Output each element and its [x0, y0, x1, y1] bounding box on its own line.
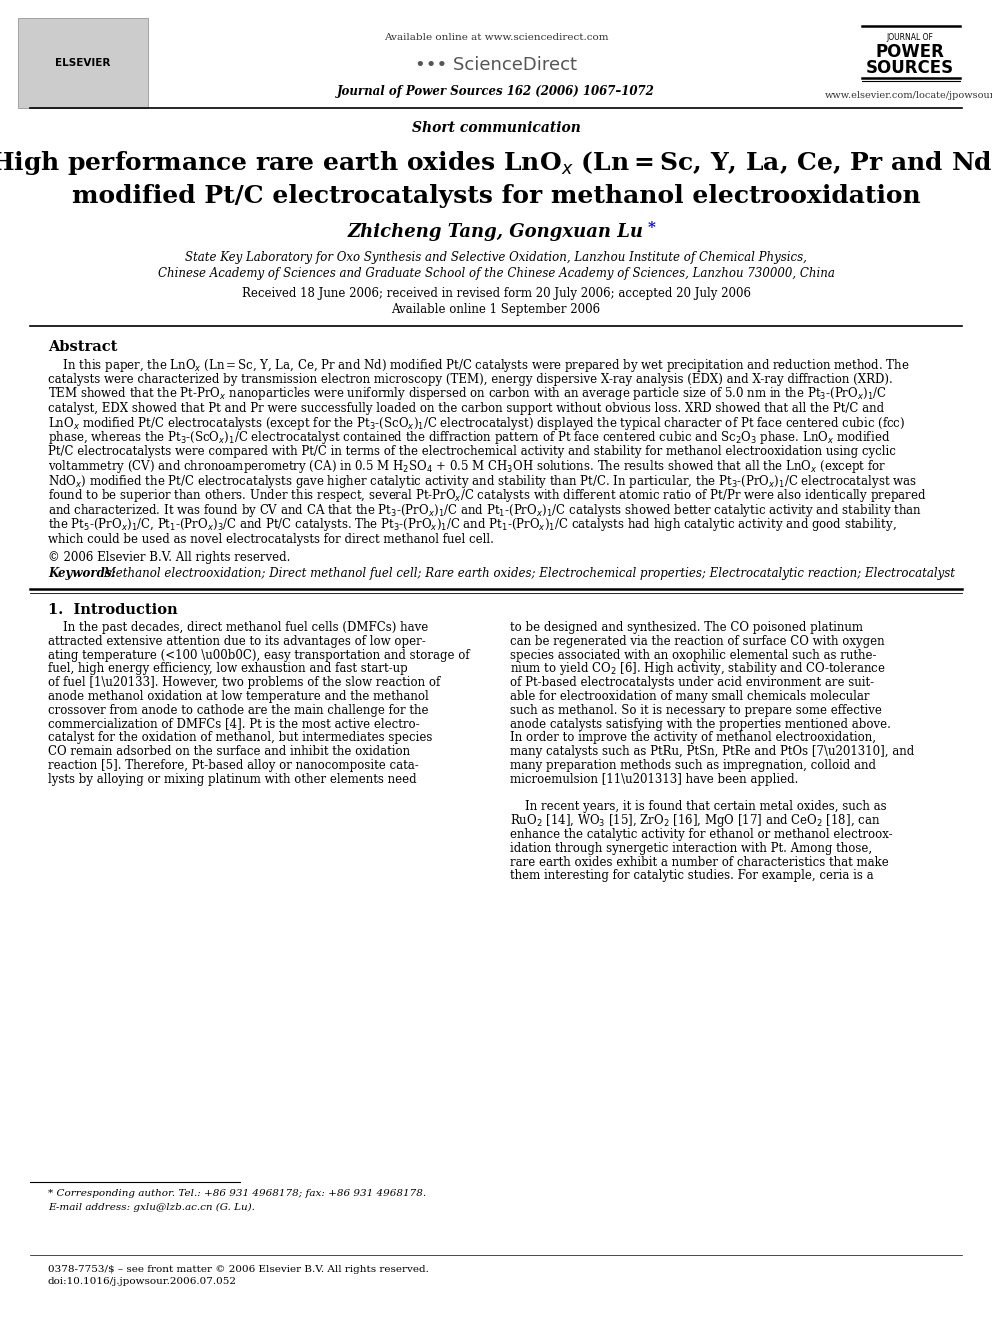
Text: * Corresponding author. Tel.: +86 931 4968178; fax: +86 931 4968178.: * Corresponding author. Tel.: +86 931 49…: [48, 1189, 427, 1199]
Text: In the past decades, direct methanol fuel cells (DMFCs) have: In the past decades, direct methanol fue…: [48, 620, 429, 634]
Text: microemulsion [11\u201313] have been applied.: microemulsion [11\u201313] have been app…: [510, 773, 799, 786]
Text: commercialization of DMFCs [4]. Pt is the most active electro-: commercialization of DMFCs [4]. Pt is th…: [48, 717, 420, 730]
Text: species associated with an oxophilic elemental such as ruthe-: species associated with an oxophilic ele…: [510, 648, 877, 662]
Text: Abstract: Abstract: [48, 340, 117, 355]
Text: In order to improve the activity of methanol electrooxidation,: In order to improve the activity of meth…: [510, 732, 876, 745]
Text: Available online 1 September 2006: Available online 1 September 2006: [392, 303, 600, 315]
Text: of Pt-based electrocatalysts under acid environment are suit-: of Pt-based electrocatalysts under acid …: [510, 676, 874, 689]
Text: of fuel [1\u20133]. However, two problems of the slow reaction of: of fuel [1\u20133]. However, two problem…: [48, 676, 440, 689]
Text: ••• ScienceDirect: ••• ScienceDirect: [415, 56, 577, 74]
Text: catalyst, EDX showed that Pt and Pr were successfully loaded on the carbon suppo: catalyst, EDX showed that Pt and Pr were…: [48, 402, 884, 415]
Text: Chinese Academy of Sciences and Graduate School of the Chinese Academy of Scienc: Chinese Academy of Sciences and Graduate…: [158, 266, 834, 279]
Text: In recent years, it is found that certain metal oxides, such as: In recent years, it is found that certai…: [510, 800, 887, 814]
Text: State Key Laboratory for Oxo Synthesis and Selective Oxidation, Lanzhou Institut: State Key Laboratory for Oxo Synthesis a…: [186, 251, 806, 265]
Text: voltammetry (CV) and chronoamperometry (CA) in 0.5 M H$_2$SO$_4$ + 0.5 M CH$_3$O: voltammetry (CV) and chronoamperometry (…: [48, 458, 886, 475]
Text: RuO$_2$ [14], WO$_3$ [15], ZrO$_2$ [16], MgO [17] and CeO$_2$ [18], can: RuO$_2$ [14], WO$_3$ [15], ZrO$_2$ [16],…: [510, 812, 880, 830]
Text: enhance the catalytic activity for ethanol or methanol electroox-: enhance the catalytic activity for ethan…: [510, 828, 893, 841]
Text: JOURNAL OF: JOURNAL OF: [887, 33, 933, 41]
Text: catalysts were characterized by transmission electron microscopy (TEM), energy d: catalysts were characterized by transmis…: [48, 373, 893, 386]
Text: SOURCES: SOURCES: [866, 60, 954, 77]
Text: such as methanol. So it is necessary to prepare some effective: such as methanol. So it is necessary to …: [510, 704, 882, 717]
Text: nium to yield CO$_2$ [6]. High activity, stability and CO-tolerance: nium to yield CO$_2$ [6]. High activity,…: [510, 660, 886, 677]
Text: CO remain adsorbed on the surface and inhibit the oxidation: CO remain adsorbed on the surface and in…: [48, 745, 410, 758]
Text: rare earth oxides exhibit a number of characteristics that make: rare earth oxides exhibit a number of ch…: [510, 856, 889, 869]
Text: catalyst for the oxidation of methanol, but intermediates species: catalyst for the oxidation of methanol, …: [48, 732, 433, 745]
Text: © 2006 Elsevier B.V. All rights reserved.: © 2006 Elsevier B.V. All rights reserved…: [48, 550, 291, 564]
Text: Journal of Power Sources 162 (2006) 1067–1072: Journal of Power Sources 162 (2006) 1067…: [337, 86, 655, 98]
Text: Short communication: Short communication: [412, 120, 580, 135]
Text: High performance rare earth oxides LnO$_x$ (Ln = Sc, Y, La, Ce, Pr and Nd): High performance rare earth oxides LnO$_…: [0, 149, 992, 177]
Text: modified Pt/C electrocatalysts for methanol electrooxidation: modified Pt/C electrocatalysts for metha…: [71, 184, 921, 208]
Text: phase, whereas the Pt$_3$-(ScO$_x$)$_1$/C electrocatalyst contained the diffract: phase, whereas the Pt$_3$-(ScO$_x$)$_1$/…: [48, 429, 890, 446]
Text: Received 18 June 2006; received in revised form 20 July 2006; accepted 20 July 2: Received 18 June 2006; received in revis…: [241, 287, 751, 300]
Text: ELSEVIER: ELSEVIER: [56, 58, 111, 67]
Text: NdO$_x$) modified the Pt/C electrocatalysts gave higher catalytic activity and s: NdO$_x$) modified the Pt/C electrocataly…: [48, 472, 917, 490]
Text: *: *: [648, 221, 656, 235]
Text: idation through synergetic interaction with Pt. Among those,: idation through synergetic interaction w…: [510, 841, 872, 855]
Text: 0378-7753/$ – see front matter © 2006 Elsevier B.V. All rights reserved.: 0378-7753/$ – see front matter © 2006 El…: [48, 1265, 429, 1274]
Text: doi:10.1016/j.jpowsour.2006.07.052: doi:10.1016/j.jpowsour.2006.07.052: [48, 1278, 237, 1286]
Text: which could be used as novel electrocatalysts for direct methanol fuel cell.: which could be used as novel electrocata…: [48, 532, 494, 545]
Text: can be regenerated via the reaction of surface CO with oxygen: can be regenerated via the reaction of s…: [510, 635, 885, 648]
Bar: [18, 19, 148, 108]
Text: and characterized. It was found by CV and CA that the Pt$_3$-(PrO$_x$)$_1$/C and: and characterized. It was found by CV an…: [48, 501, 922, 519]
Text: Available online at www.sciencedirect.com: Available online at www.sciencedirect.co…: [384, 33, 608, 42]
Text: able for electrooxidation of many small chemicals molecular: able for electrooxidation of many small …: [510, 691, 870, 703]
Text: POWER: POWER: [876, 44, 944, 61]
Text: them interesting for catalytic studies. For example, ceria is a: them interesting for catalytic studies. …: [510, 869, 874, 882]
Text: anode catalysts satisfying with the properties mentioned above.: anode catalysts satisfying with the prop…: [510, 717, 891, 730]
Text: crossover from anode to cathode are the main challenge for the: crossover from anode to cathode are the …: [48, 704, 429, 717]
Text: LnO$_x$ modified Pt/C electrocatalysts (except for the Pt$_3$-(ScO$_x$)$_1$/C el: LnO$_x$ modified Pt/C electrocatalysts (…: [48, 414, 906, 431]
Text: In this paper, the LnO$_x$ (Ln$\,$=$\,$Sc, Y, La, Ce, Pr and Nd) modified Pt/C c: In this paper, the LnO$_x$ (Ln$\,$=$\,$S…: [48, 356, 910, 373]
Text: fuel, high energy efficiency, low exhaustion and fast start-up: fuel, high energy efficiency, low exhaus…: [48, 663, 408, 676]
Text: 1.  Introduction: 1. Introduction: [48, 602, 178, 617]
Text: many catalysts such as PtRu, PtSn, PtRe and PtOs [7\u201310], and: many catalysts such as PtRu, PtSn, PtRe …: [510, 745, 915, 758]
Text: found to be superior than others. Under this respect, several Pt-PrO$_x$/C catal: found to be superior than others. Under …: [48, 487, 927, 504]
Text: E-mail address: gxlu@lzb.ac.cn (G. Lu).: E-mail address: gxlu@lzb.ac.cn (G. Lu).: [48, 1203, 255, 1212]
Text: many preparation methods such as impregnation, colloid and: many preparation methods such as impregn…: [510, 759, 876, 773]
Text: reaction [5]. Therefore, Pt-based alloy or nanocomposite cata-: reaction [5]. Therefore, Pt-based alloy …: [48, 759, 419, 773]
Text: the Pt$_5$-(PrO$_x$)$_1$/C, Pt$_1$-(PrO$_x$)$_3$/C and Pt/C catalysts. The Pt$_3: the Pt$_5$-(PrO$_x$)$_1$/C, Pt$_1$-(PrO$…: [48, 516, 897, 533]
Text: attracted extensive attention due to its advantages of low oper-: attracted extensive attention due to its…: [48, 635, 426, 648]
Text: lysts by alloying or mixing platinum with other elements need: lysts by alloying or mixing platinum wit…: [48, 773, 417, 786]
Text: ating temperature (<100 \u00b0C), easy transportation and storage of: ating temperature (<100 \u00b0C), easy t…: [48, 648, 469, 662]
Text: Zhicheng Tang, Gongxuan Lu: Zhicheng Tang, Gongxuan Lu: [348, 224, 644, 241]
Text: Keywords:: Keywords:: [48, 568, 120, 579]
Text: TEM showed that the Pt-PrO$_x$ nanoparticles were uniformly dispersed on carbon : TEM showed that the Pt-PrO$_x$ nanoparti…: [48, 385, 887, 402]
Text: to be designed and synthesized. The CO poisoned platinum: to be designed and synthesized. The CO p…: [510, 620, 863, 634]
Text: anode methanol oxidation at low temperature and the methanol: anode methanol oxidation at low temperat…: [48, 691, 429, 703]
Text: Pt/C electrocatalysts were compared with Pt/C in terms of the electrochemical ac: Pt/C electrocatalysts were compared with…: [48, 446, 896, 459]
Text: www.elsevier.com/locate/jpowsour: www.elsevier.com/locate/jpowsour: [824, 91, 992, 101]
Text: Methanol electrooxidation; Direct methanol fuel cell; Rare earth oxides; Electro: Methanol electrooxidation; Direct methan…: [100, 568, 955, 579]
